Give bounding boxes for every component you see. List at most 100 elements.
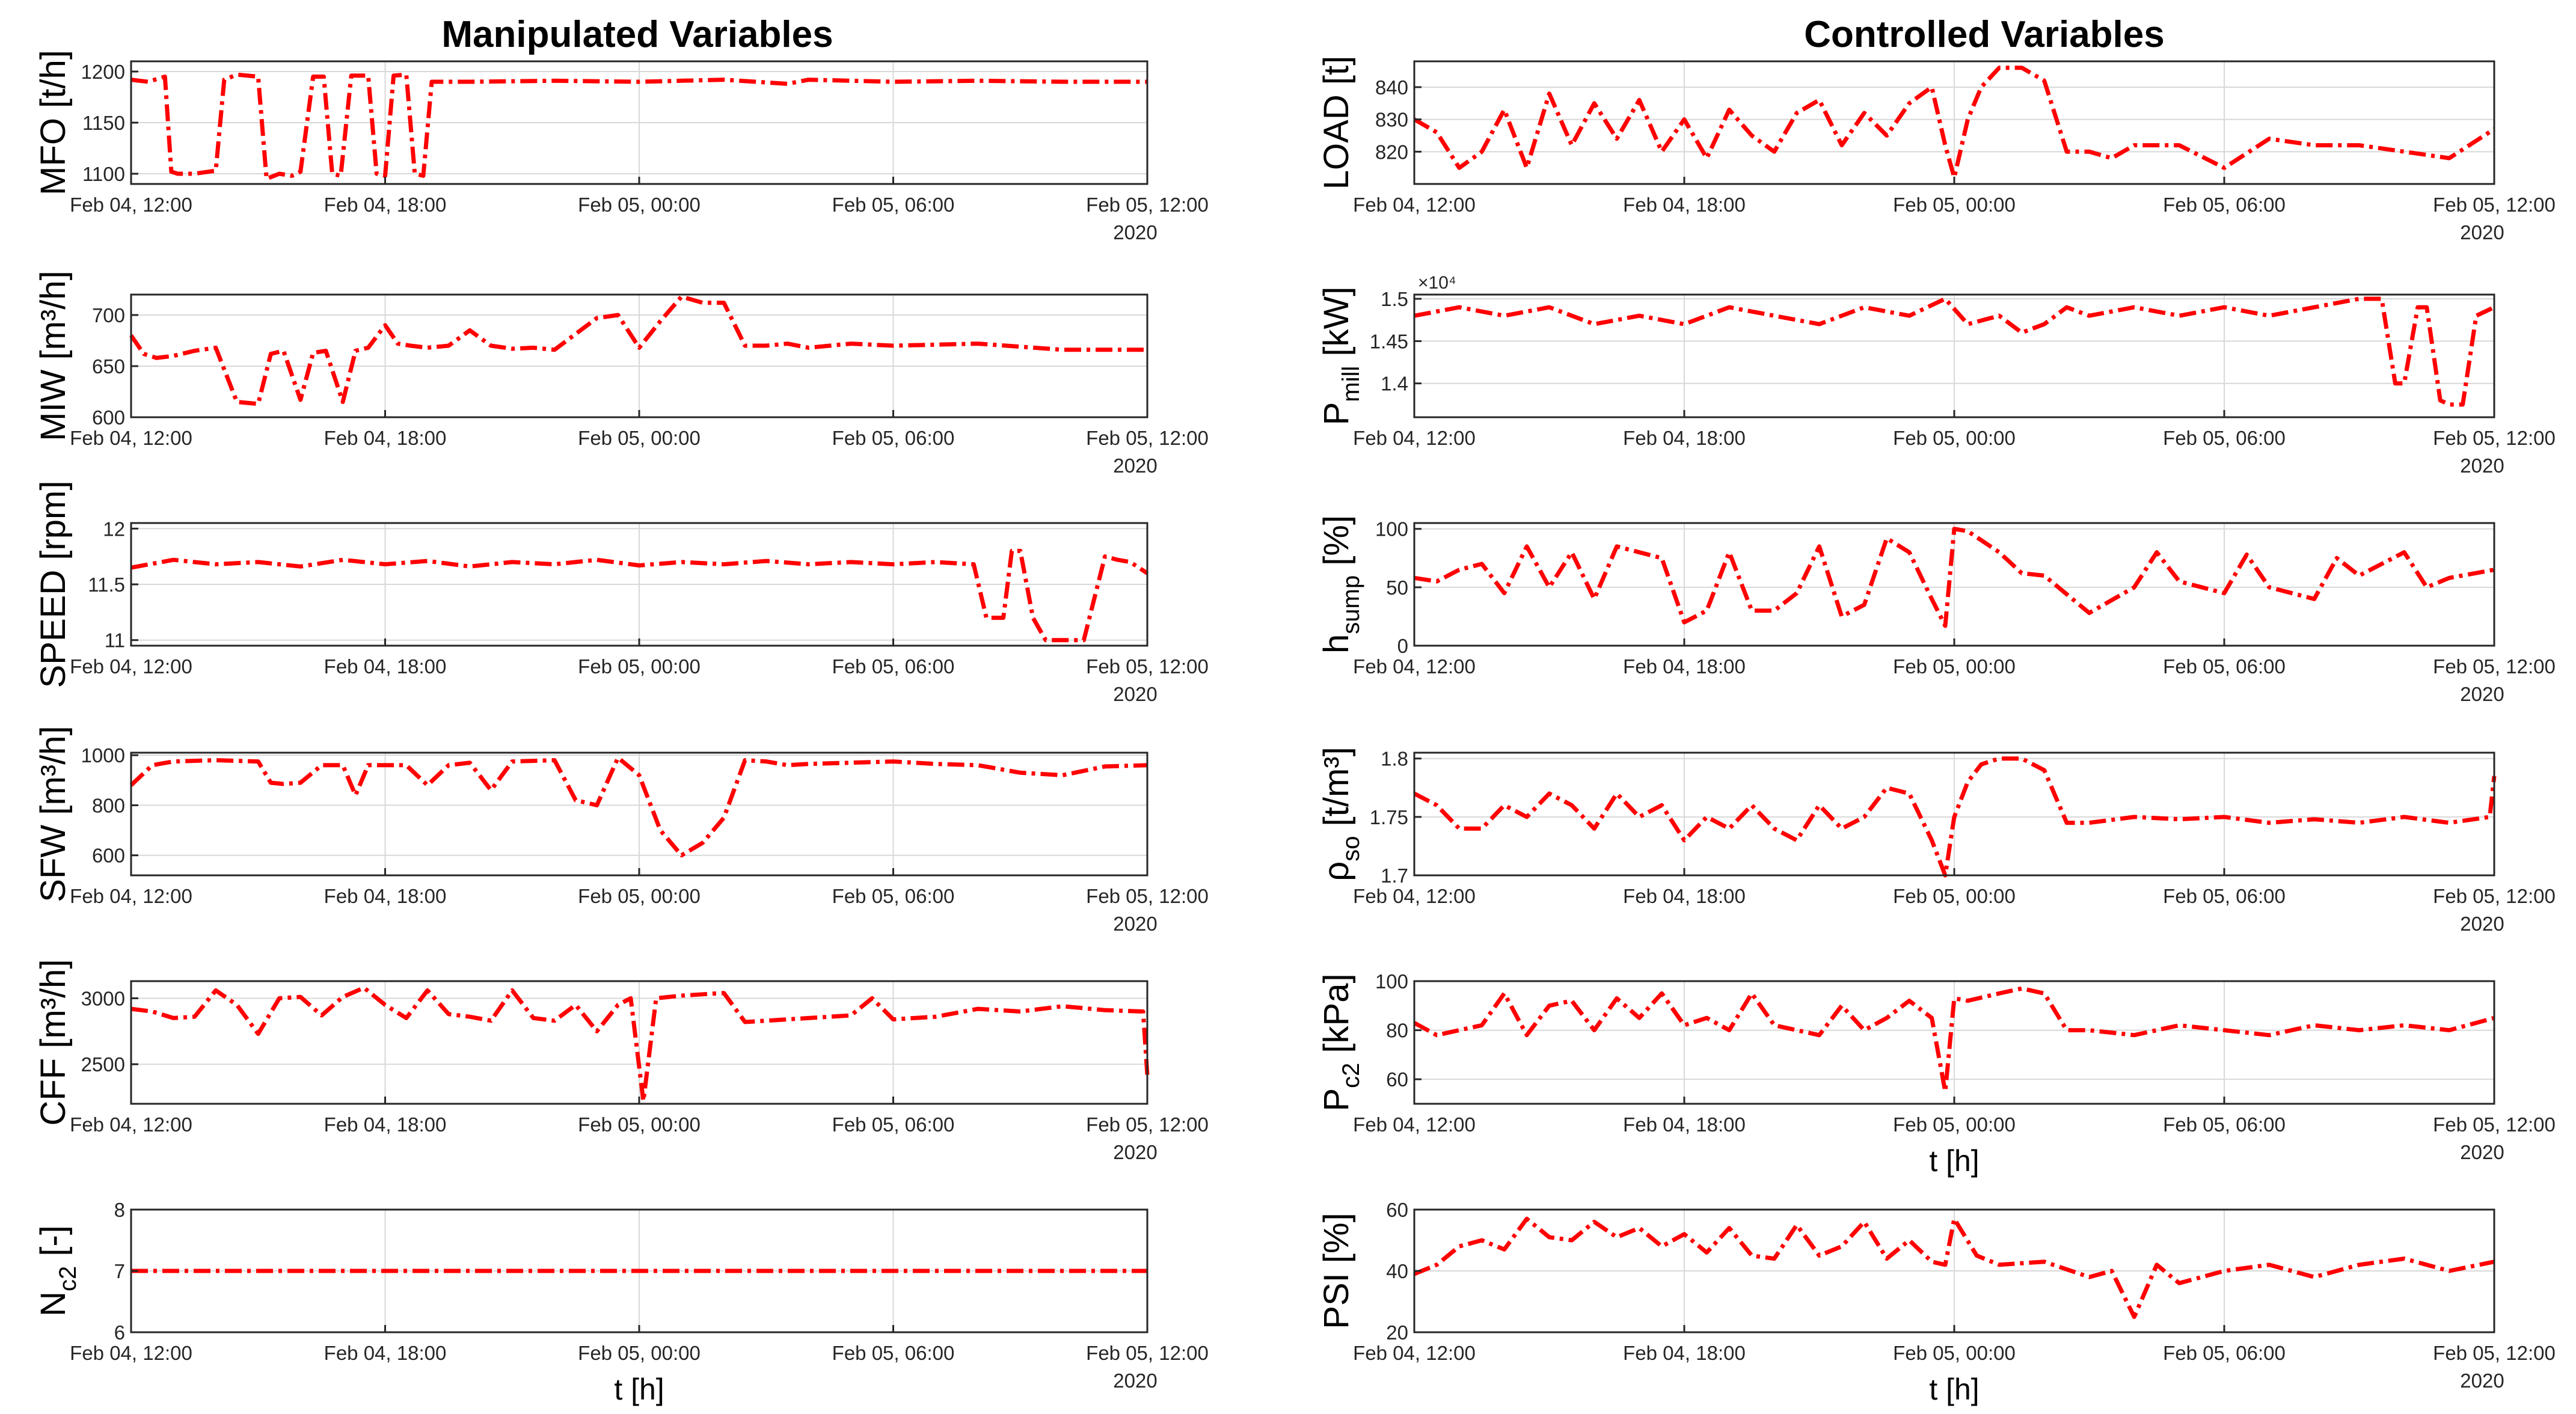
subplot-miw: Feb 04, 12:00 Feb 04, 18:00 Feb 05, 00:00 F… [34, 271, 1209, 477]
series-line-pc2 [1413, 986, 2495, 1094]
series-line-load [1413, 66, 2495, 180]
x-axis-label: t [h] [1929, 1373, 1979, 1406]
y-tick-label: 20 [1386, 1321, 1408, 1344]
y-axis-label-miw: MIW [m³/h] [34, 271, 73, 441]
x-tick-label: Feb 04, 12:00 [70, 427, 192, 449]
subplot-pc2: Feb 04, 12:00 Feb 04, 18:00 Feb 05, 00:00 F… [1317, 970, 2556, 1178]
x-tick-label: Feb 04, 12:00 [70, 1113, 192, 1136]
y-label-sub: c2 [1338, 1063, 1364, 1088]
left-column-title: Manipulated Variables [441, 14, 833, 55]
y-label-tail: [kW] [1317, 287, 1356, 366]
right-column-title: Controlled Variables [1804, 14, 2165, 55]
y-tick-label: 60 [1386, 1068, 1408, 1091]
y-tick-label: 800 [92, 794, 125, 816]
x-tick-label: Feb 04, 18:00 [324, 885, 447, 907]
y-axis-label-pmill: Pmill [kW] [1317, 287, 1364, 426]
subplot-rhoso: Feb 04, 12:00 Feb 04, 18:00 Feb 05, 00:00 F… [1317, 747, 2556, 935]
y-axis-label-speed: SPEED [rpm] [34, 481, 73, 688]
y-axis-label-nc2: Nc2 [-] [34, 1225, 81, 1317]
x-tick-label: Feb 04, 18:00 [1623, 427, 1746, 449]
x-year-label: 2020 [2460, 683, 2504, 705]
x-tick-label: Feb 04, 12:00 [1353, 885, 1476, 907]
x-tick-label: Feb 04, 12:00 [1353, 655, 1476, 678]
series-line-pmill [1414, 296, 2495, 407]
x-axis-label: t [h] [614, 1373, 664, 1406]
y-tick-label: 100 [1375, 970, 1408, 993]
y-tick-label: 1150 [82, 112, 125, 134]
x-tick-label: Feb 04, 12:00 [70, 194, 192, 216]
x-tick-label: Feb 05, 00:00 [1893, 194, 2016, 216]
series-line-sfw [129, 755, 1148, 858]
y-tick-label: 1000 [81, 744, 125, 767]
series-line-miw [129, 294, 1147, 406]
y-tick-label: 830 [1375, 109, 1408, 131]
y-axis-label-sfw: SFW [m³/h] [34, 726, 73, 902]
x-tick-label: Feb 05, 06:00 [832, 655, 955, 678]
x-tick-label: Feb 04, 18:00 [1623, 885, 1746, 907]
x-tick-label: Feb 05, 06:00 [832, 427, 955, 449]
y-label-main: N [34, 1291, 73, 1317]
y-label-sub: mill [1338, 366, 1364, 402]
x-year-label: 2020 [1113, 683, 1157, 705]
y-tick-label: 1.45 [1370, 330, 1408, 352]
x-year-label: 2020 [1113, 221, 1157, 243]
x-tick-label: Feb 04, 12:00 [70, 885, 192, 907]
subplot-load: Feb 04, 12:00 Feb 04, 18:00 Feb 05, 00:00 F… [1317, 56, 2556, 243]
y-tick-label: 1.7 [1381, 865, 1408, 887]
x-tick-label: Feb 05, 12:00 [2433, 655, 2556, 678]
x-tick-label: Feb 05, 06:00 [2163, 1113, 2286, 1136]
y-tick-label: 7 [114, 1260, 125, 1282]
x-tick-label: Feb 05, 06:00 [832, 1342, 955, 1364]
y-tick-label: 650 [92, 355, 125, 378]
subplot-psi: Feb 04, 12:00 Feb 04, 18:00 Feb 05, 00:00 F… [1317, 1199, 2556, 1406]
x-year-label: 2020 [2460, 1141, 2504, 1163]
y-label-main: h [1317, 634, 1356, 653]
y-label-main: P [1317, 402, 1356, 426]
y-tick-label: 100 [1375, 518, 1408, 540]
y-axis-label-load: LOAD [t] [1317, 56, 1356, 189]
y-label-sub: sump [1338, 575, 1364, 634]
x-tick-label: Feb 05, 12:00 [2433, 427, 2556, 449]
y-tick-label: 1200 [81, 61, 125, 83]
x-tick-label: Feb 05, 00:00 [1893, 1113, 2016, 1136]
x-tick-label: Feb 05, 12:00 [1086, 1342, 1209, 1364]
y-label-tail: [%] [1317, 515, 1356, 575]
x-tick-label: Feb 04, 12:00 [1353, 1113, 1476, 1136]
y-label-main: P [1317, 1088, 1356, 1112]
x-tick-label: Feb 05, 12:00 [2433, 885, 2556, 907]
x-tick-label: Feb 05, 06:00 [832, 1113, 955, 1136]
y-axis-label-rhoso: ρso [t/m³] [1317, 747, 1364, 881]
y-multiplier-label: ×10⁴ [1418, 273, 1456, 293]
x-year-label: 2020 [2460, 454, 2504, 477]
y-label-tail: [-] [34, 1225, 73, 1266]
subplot-nc2: Feb 04, 12:00 Feb 04, 18:00 Feb 05, 00:00 F… [34, 1199, 1209, 1406]
subplot-cff: Feb 04, 12:00 Feb 04, 18:00 Feb 05, 00:00 F… [34, 959, 1209, 1163]
y-label-tail: [t/m³] [1317, 747, 1356, 836]
y-label-tail: [kPa] [1317, 973, 1356, 1062]
y-tick-label: 11 [105, 629, 125, 652]
y-tick-label: 0 [1397, 635, 1408, 657]
x-year-label: 2020 [1113, 454, 1157, 477]
x-tick-label: Feb 04, 18:00 [324, 1113, 447, 1136]
series-line-cff [130, 985, 1150, 1104]
x-tick-label: Feb 04, 18:00 [1623, 1342, 1746, 1364]
x-tick-label: Feb 05, 06:00 [832, 885, 955, 907]
x-tick-label: Feb 04, 12:00 [70, 1342, 192, 1364]
x-tick-label: Feb 05, 00:00 [578, 427, 701, 449]
x-tick-label: Feb 04, 18:00 [324, 655, 447, 678]
subplot-speed: Feb 04, 12:00 Feb 04, 18:00 Feb 05, 00:00 F… [34, 481, 1209, 705]
x-tick-label: Feb 05, 12:00 [2433, 1113, 2556, 1136]
subplot-hsump: Feb 04, 12:00 Feb 04, 18:00 Feb 05, 00:00 F… [1317, 515, 2556, 705]
y-tick-label: 50 [1386, 577, 1408, 599]
y-tick-label: 11.5 [88, 574, 125, 596]
x-tick-label: Feb 04, 18:00 [324, 427, 447, 449]
y-tick-label: 8 [114, 1199, 125, 1221]
y-tick-label: 6 [114, 1321, 125, 1344]
y-label-main: ρ [1317, 862, 1356, 881]
x-tick-label: Feb 04, 12:00 [1353, 1342, 1476, 1364]
x-tick-label: Feb 05, 00:00 [1893, 427, 2016, 449]
y-axis-label-cff: CFF [m³/h] [34, 959, 73, 1125]
y-tick-label: 600 [92, 406, 125, 429]
x-tick-label: Feb 05, 00:00 [1893, 1342, 2016, 1364]
x-tick-label: Feb 05, 06:00 [2163, 885, 2286, 907]
